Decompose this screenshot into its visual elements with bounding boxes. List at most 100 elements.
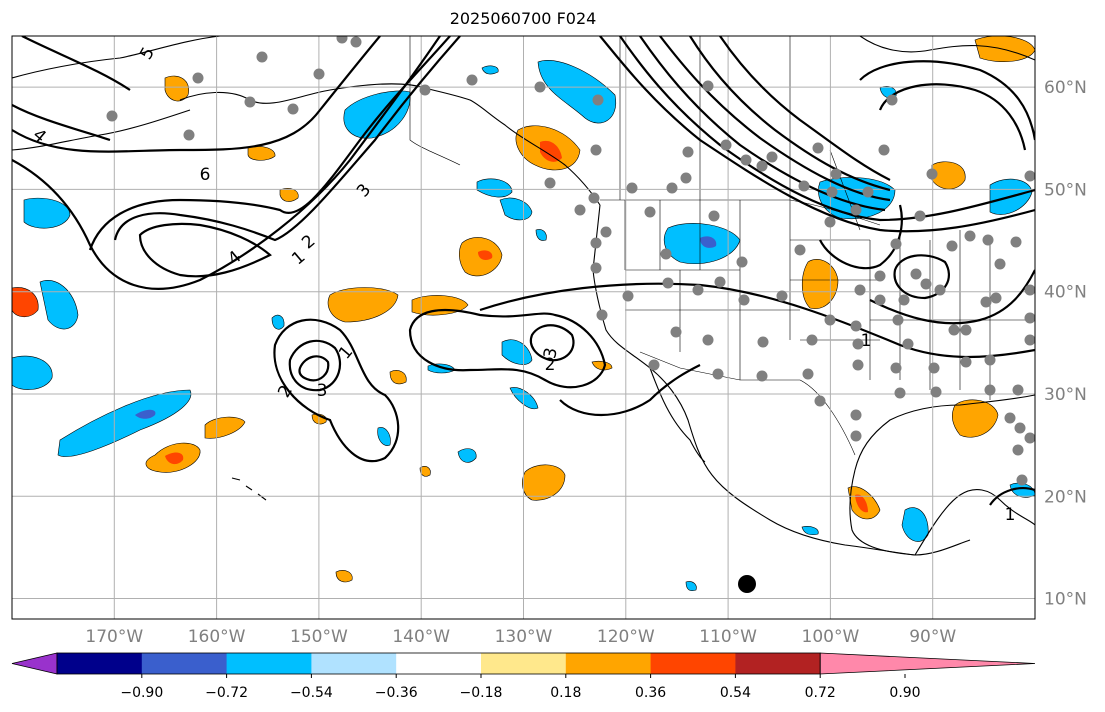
colorbar-extend-high: [819, 652, 1036, 675]
station-dot: [990, 292, 1002, 304]
canada-provinces: [619, 36, 861, 231]
station-dot: [622, 290, 634, 302]
station-dot: [192, 72, 204, 84]
mexico-east-coast: [849, 469, 916, 556]
map-frame: [11, 35, 1036, 620]
contour-label: 3: [540, 346, 562, 360]
station-dot: [256, 51, 268, 63]
station-dot: [874, 294, 886, 306]
blue-blob-21: [685, 581, 697, 592]
contour-west-ring-5: [21, 36, 131, 91]
station-dot: [466, 74, 478, 86]
lat-tick-label: 60°N: [1044, 78, 1087, 98]
contour-east-jet-4: [659, 36, 891, 202]
station-dot: [702, 80, 714, 92]
contour-central-low-outer: [273, 318, 400, 463]
tropical-center-marker: [738, 575, 756, 593]
blue-blob-22: [801, 526, 819, 536]
contour-label: 1: [1005, 505, 1016, 525]
orange-blob-4: [247, 146, 276, 161]
station-dot: [824, 314, 836, 326]
colorbar-segment: [226, 653, 312, 674]
station-dot: [794, 244, 806, 256]
red-blob-3: [540, 140, 562, 162]
station-dot: [806, 334, 818, 346]
station-dot: [590, 237, 602, 249]
blue-blob-17: [901, 507, 929, 542]
political-borders: [409, 36, 1035, 456]
station-dot: [766, 151, 778, 163]
contour-label: 1: [861, 331, 872, 351]
station-dot: [1004, 412, 1016, 424]
blue-blob-13: [457, 448, 477, 463]
station-dot: [852, 338, 864, 350]
state-lines-west: [624, 200, 800, 380]
colorbar-extend-low: [11, 652, 58, 675]
contour-north-loop: [859, 60, 1035, 141]
contour-central-east-oval: [408, 308, 607, 389]
contour-midwest-small: [893, 254, 951, 300]
station-dot: [740, 154, 752, 166]
station-dot: [702, 334, 714, 346]
station-dot: [934, 284, 946, 296]
canada-hudson: [859, 36, 1035, 61]
contour-midwest-loop: [819, 204, 903, 270]
station-dot: [850, 409, 862, 421]
station-dot: [1012, 444, 1024, 456]
baja-peninsula: [649, 367, 706, 463]
station-dot: [982, 234, 994, 246]
station-dot: [534, 81, 546, 93]
station-dot: [600, 226, 612, 238]
station-dot: [666, 182, 678, 194]
blue-blob-8: [537, 60, 617, 124]
station-dot: [1024, 334, 1035, 346]
lon-tick-label: 100°W: [802, 627, 860, 647]
station-dot: [980, 296, 992, 308]
station-dot: [984, 354, 996, 366]
longitude-labels: 170°W 160°W 150°W 140°W 130°W 120°W 110°W 100°W…: [85, 627, 956, 647]
station-dot: [596, 309, 608, 321]
station-dot: [680, 172, 692, 184]
colorbar-segment: [735, 653, 821, 674]
colorbar-segment: [481, 653, 567, 674]
station-dot: [1016, 474, 1028, 486]
station-dot: [948, 324, 960, 336]
blue-blob-12: [377, 427, 391, 446]
contour-central-low-inner: [298, 355, 330, 382]
station-dot: [960, 356, 972, 368]
station-dot: [850, 430, 862, 442]
darkblue-blob-1: [135, 409, 156, 419]
station-dot: [814, 395, 826, 407]
colorbar-tick-label: 0.72: [805, 685, 836, 701]
station-dot: [660, 248, 672, 260]
contour-north-loop-2: [878, 83, 1027, 151]
orange-blob-10: [522, 464, 566, 501]
station-dot: [574, 204, 586, 216]
lon-tick-label: 170°W: [85, 627, 143, 647]
station-dot: [960, 324, 972, 336]
station-dot: [946, 240, 958, 252]
colorbar-tick-label: −0.18: [460, 685, 503, 701]
station-dot: [244, 96, 256, 108]
station-dot: [1010, 236, 1022, 248]
station-dot: [930, 386, 942, 398]
blue-blob-23: [535, 229, 547, 241]
station-dot: [798, 180, 810, 192]
colorbar-segment: [57, 653, 143, 674]
lat-tick-label: 50°N: [1044, 180, 1087, 200]
station-dot: [712, 368, 724, 380]
colorbar: [11, 652, 1036, 678]
aleutian-islands: [12, 109, 191, 151]
orange-blob-2: [204, 416, 246, 439]
hawaii-islands: [231, 477, 267, 501]
contour-west-ring-3: [88, 36, 451, 251]
red-blob-2: [478, 250, 493, 260]
colorbar-tick-label: −0.36: [375, 685, 418, 701]
contour-west-ring-4: [113, 36, 461, 242]
station-dot: [890, 238, 902, 250]
contour-sw-loop: [559, 364, 701, 416]
station-dot: [626, 182, 638, 194]
station-dot: [802, 368, 814, 380]
station-dot: [588, 192, 600, 204]
